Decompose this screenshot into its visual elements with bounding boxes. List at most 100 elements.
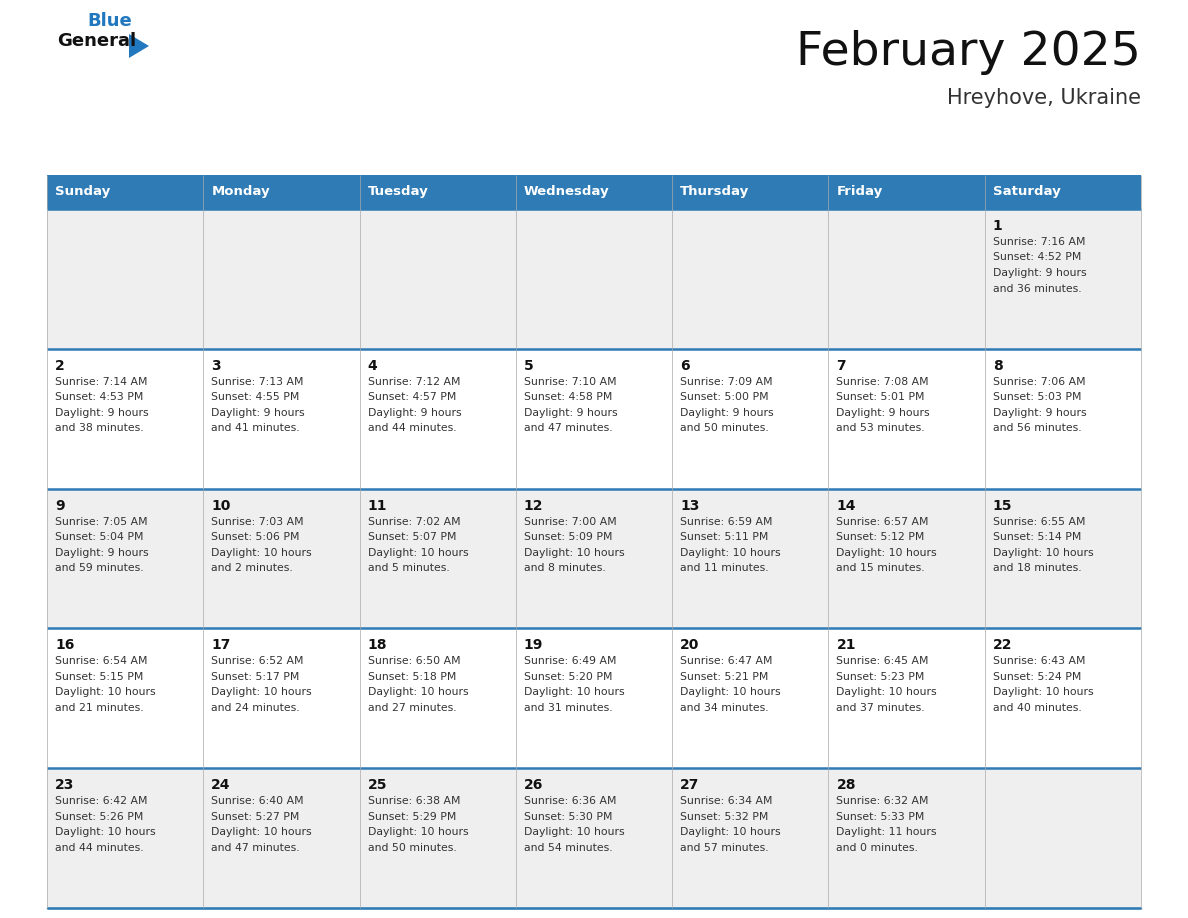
Text: Daylight: 9 hours: Daylight: 9 hours [55,548,148,557]
Text: Sunset: 4:53 PM: Sunset: 4:53 PM [55,392,144,402]
Text: 3: 3 [211,359,221,373]
Text: Sunrise: 7:06 AM: Sunrise: 7:06 AM [993,376,1086,386]
Bar [48,349,1140,488]
Text: Sunrise: 6:55 AM: Sunrise: 6:55 AM [993,517,1085,527]
Text: 4: 4 [367,359,378,373]
Text: Daylight: 10 hours: Daylight: 10 hours [367,548,468,557]
Text: Sunrise: 7:14 AM: Sunrise: 7:14 AM [55,376,147,386]
Text: Sunset: 5:33 PM: Sunset: 5:33 PM [836,812,924,822]
Text: Sunrise: 6:38 AM: Sunrise: 6:38 AM [367,796,460,806]
Text: Blue: Blue [87,12,132,30]
Text: 1: 1 [993,219,1003,233]
Text: Daylight: 9 hours: Daylight: 9 hours [836,408,930,418]
Bar [516,175,672,209]
Text: Daylight: 10 hours: Daylight: 10 hours [993,688,1093,698]
Text: 6: 6 [681,359,690,373]
Text: Daylight: 11 hours: Daylight: 11 hours [836,827,937,837]
Text: and 47 minutes.: and 47 minutes. [524,423,613,433]
Text: Daylight: 10 hours: Daylight: 10 hours [55,688,156,698]
Text: and 50 minutes.: and 50 minutes. [681,423,769,433]
Text: 20: 20 [681,638,700,653]
Text: 15: 15 [993,498,1012,512]
Text: Daylight: 10 hours: Daylight: 10 hours [836,688,937,698]
Text: and 2 minutes.: and 2 minutes. [211,563,293,573]
Text: Sunset: 5:24 PM: Sunset: 5:24 PM [993,672,1081,682]
Text: and 44 minutes.: and 44 minutes. [367,423,456,433]
Text: 13: 13 [681,498,700,512]
Text: Daylight: 10 hours: Daylight: 10 hours [681,548,781,557]
Bar [48,488,1140,629]
Text: Daylight: 9 hours: Daylight: 9 hours [524,408,618,418]
Text: and 24 minutes.: and 24 minutes. [211,703,299,713]
Text: Sunrise: 7:08 AM: Sunrise: 7:08 AM [836,376,929,386]
Text: Sunset: 5:01 PM: Sunset: 5:01 PM [836,392,925,402]
Bar [48,175,203,209]
Text: Sunset: 5:30 PM: Sunset: 5:30 PM [524,812,612,822]
Text: Sunrise: 6:42 AM: Sunrise: 6:42 AM [55,796,147,806]
Text: 26: 26 [524,778,543,792]
Text: Sunset: 5:23 PM: Sunset: 5:23 PM [836,672,924,682]
Text: 12: 12 [524,498,543,512]
Text: Sunrise: 6:40 AM: Sunrise: 6:40 AM [211,796,304,806]
Text: Daylight: 9 hours: Daylight: 9 hours [367,408,461,418]
Text: 21: 21 [836,638,855,653]
Text: Sunrise: 6:34 AM: Sunrise: 6:34 AM [681,796,772,806]
Text: and 27 minutes.: and 27 minutes. [367,703,456,713]
Text: 16: 16 [55,638,75,653]
Text: February 2025: February 2025 [796,30,1140,75]
Text: Sunset: 5:12 PM: Sunset: 5:12 PM [836,532,924,543]
Text: 11: 11 [367,498,387,512]
Text: and 34 minutes.: and 34 minutes. [681,703,769,713]
Text: Sunrise: 7:16 AM: Sunrise: 7:16 AM [993,237,1085,247]
Text: Daylight: 10 hours: Daylight: 10 hours [836,548,937,557]
Text: Sunset: 4:58 PM: Sunset: 4:58 PM [524,392,612,402]
Text: Sunrise: 6:57 AM: Sunrise: 6:57 AM [836,517,929,527]
Text: Sunset: 5:32 PM: Sunset: 5:32 PM [681,812,769,822]
Text: Sunset: 5:09 PM: Sunset: 5:09 PM [524,532,612,543]
Text: 23: 23 [55,778,75,792]
Text: and 11 minutes.: and 11 minutes. [681,563,769,573]
Text: Daylight: 10 hours: Daylight: 10 hours [524,548,625,557]
Text: 2: 2 [55,359,65,373]
Text: and 59 minutes.: and 59 minutes. [55,563,144,573]
Text: Sunset: 5:00 PM: Sunset: 5:00 PM [681,392,769,402]
Text: Daylight: 9 hours: Daylight: 9 hours [993,268,1086,278]
Text: and 15 minutes.: and 15 minutes. [836,563,925,573]
Text: Sunset: 5:07 PM: Sunset: 5:07 PM [367,532,456,543]
Bar [985,175,1140,209]
Text: Sunrise: 6:47 AM: Sunrise: 6:47 AM [681,656,772,666]
Text: and 41 minutes.: and 41 minutes. [211,423,299,433]
Text: Thursday: Thursday [681,185,750,198]
Text: Sunrise: 6:49 AM: Sunrise: 6:49 AM [524,656,617,666]
Text: Daylight: 10 hours: Daylight: 10 hours [211,688,312,698]
Text: Sunset: 5:17 PM: Sunset: 5:17 PM [211,672,299,682]
Text: and 37 minutes.: and 37 minutes. [836,703,925,713]
Text: Sunset: 5:15 PM: Sunset: 5:15 PM [55,672,144,682]
Text: Sunset: 5:11 PM: Sunset: 5:11 PM [681,532,769,543]
Text: Daylight: 10 hours: Daylight: 10 hours [367,688,468,698]
Text: Sunrise: 6:32 AM: Sunrise: 6:32 AM [836,796,929,806]
Text: 28: 28 [836,778,855,792]
Text: Daylight: 10 hours: Daylight: 10 hours [524,688,625,698]
Text: 8: 8 [993,359,1003,373]
Text: Monday: Monday [211,185,270,198]
Text: Friday: Friday [836,185,883,198]
Text: and 40 minutes.: and 40 minutes. [993,703,1081,713]
Text: Sunset: 4:55 PM: Sunset: 4:55 PM [211,392,299,402]
Text: and 47 minutes.: and 47 minutes. [211,843,299,853]
Text: and 50 minutes.: and 50 minutes. [367,843,456,853]
Text: and 53 minutes.: and 53 minutes. [836,423,925,433]
Text: and 21 minutes.: and 21 minutes. [55,703,144,713]
Text: and 8 minutes.: and 8 minutes. [524,563,606,573]
Text: 5: 5 [524,359,533,373]
Text: Sunrise: 7:02 AM: Sunrise: 7:02 AM [367,517,460,527]
Text: Daylight: 10 hours: Daylight: 10 hours [211,827,312,837]
Text: Sunrise: 6:43 AM: Sunrise: 6:43 AM [993,656,1085,666]
Text: Daylight: 10 hours: Daylight: 10 hours [993,548,1093,557]
Text: Sunrise: 6:59 AM: Sunrise: 6:59 AM [681,517,772,527]
Text: and 31 minutes.: and 31 minutes. [524,703,613,713]
Text: Sunset: 5:14 PM: Sunset: 5:14 PM [993,532,1081,543]
Text: Daylight: 10 hours: Daylight: 10 hours [367,827,468,837]
Text: Sunrise: 7:00 AM: Sunrise: 7:00 AM [524,517,617,527]
Text: Sunrise: 7:10 AM: Sunrise: 7:10 AM [524,376,617,386]
